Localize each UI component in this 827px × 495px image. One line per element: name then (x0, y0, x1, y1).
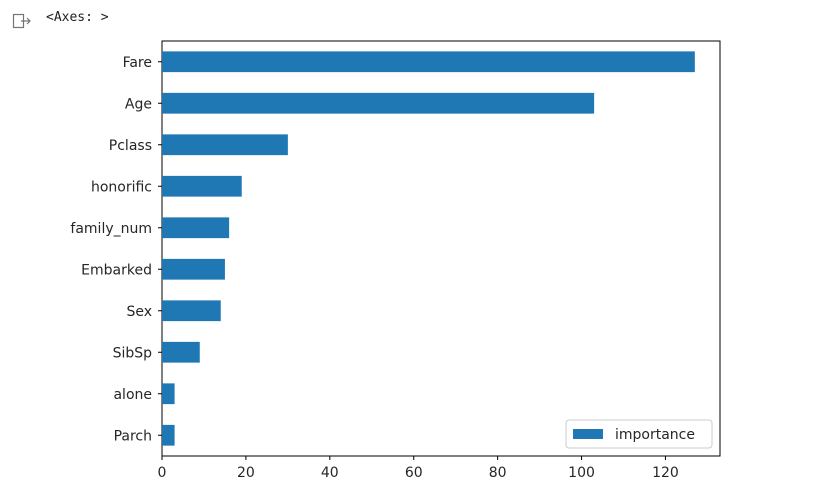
output-arrow-icon (12, 12, 34, 30)
y-tick-label: SibSp (113, 345, 153, 361)
bar-alone (162, 383, 175, 405)
bar-family_num (162, 217, 230, 239)
y-tick-label: Embarked (81, 262, 152, 278)
x-tick-label: 100 (568, 465, 595, 481)
bar-Pclass (162, 134, 288, 156)
axes-repr-text: <Axes: > (46, 10, 109, 25)
bar-Sex (162, 300, 221, 322)
y-tick-label: honorific (91, 179, 152, 195)
y-tick-label: Age (125, 96, 152, 112)
bar-Age (162, 92, 595, 114)
x-tick-label: 80 (489, 465, 507, 481)
x-tick-label: 0 (158, 465, 167, 481)
bar-Fare (162, 51, 695, 73)
bar-SibSp (162, 341, 200, 363)
y-tick-label: Parch (114, 428, 152, 444)
x-tick-label: 40 (321, 465, 339, 481)
bar-Embarked (162, 258, 225, 280)
legend-label: importance (615, 427, 695, 443)
y-tick-label: Sex (126, 304, 152, 320)
x-tick-label: 20 (237, 465, 255, 481)
legend-swatch (573, 429, 603, 439)
y-tick-label: alone (113, 387, 152, 403)
x-tick-label: 120 (652, 465, 679, 481)
bar-honorific (162, 175, 242, 197)
legend: importance (565, 419, 713, 449)
y-tick-label: Pclass (109, 138, 152, 154)
legend-box (565, 419, 713, 449)
y-tick-label: family_num (70, 221, 152, 237)
y-tick-label: Fare (123, 55, 152, 71)
bar-Parch (162, 424, 175, 446)
x-tick-label: 60 (405, 465, 423, 481)
